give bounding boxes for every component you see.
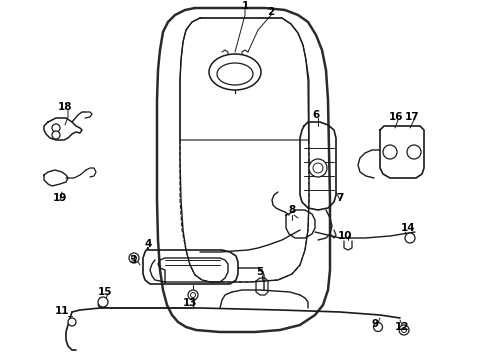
Circle shape <box>131 256 137 261</box>
Text: 14: 14 <box>401 223 416 233</box>
Circle shape <box>129 253 139 263</box>
Text: 10: 10 <box>338 231 352 241</box>
Text: 15: 15 <box>98 287 112 297</box>
Circle shape <box>313 163 323 173</box>
Text: 17: 17 <box>405 112 419 122</box>
Text: 11: 11 <box>55 306 69 316</box>
Text: 12: 12 <box>395 322 409 332</box>
Text: 9: 9 <box>371 319 379 329</box>
Text: 13: 13 <box>183 298 197 308</box>
Circle shape <box>309 159 327 177</box>
Text: 16: 16 <box>389 112 403 122</box>
Circle shape <box>407 145 421 159</box>
Text: 8: 8 <box>289 205 295 215</box>
Circle shape <box>373 323 383 332</box>
Text: 2: 2 <box>268 7 274 17</box>
Text: 18: 18 <box>58 102 72 112</box>
Circle shape <box>383 145 397 159</box>
Circle shape <box>188 290 198 300</box>
Text: 4: 4 <box>145 239 152 249</box>
Text: 5: 5 <box>256 267 264 277</box>
Ellipse shape <box>217 63 253 85</box>
Circle shape <box>405 233 415 243</box>
Circle shape <box>191 292 196 297</box>
Circle shape <box>399 325 409 335</box>
Circle shape <box>68 318 76 326</box>
Text: 7: 7 <box>336 193 343 203</box>
Text: 1: 1 <box>242 1 248 11</box>
Text: 19: 19 <box>53 193 67 203</box>
Text: 3: 3 <box>129 255 137 265</box>
Text: 6: 6 <box>313 110 319 120</box>
Circle shape <box>52 124 60 132</box>
Circle shape <box>401 328 407 333</box>
Circle shape <box>98 297 108 307</box>
Ellipse shape <box>209 54 261 90</box>
Circle shape <box>52 131 60 139</box>
